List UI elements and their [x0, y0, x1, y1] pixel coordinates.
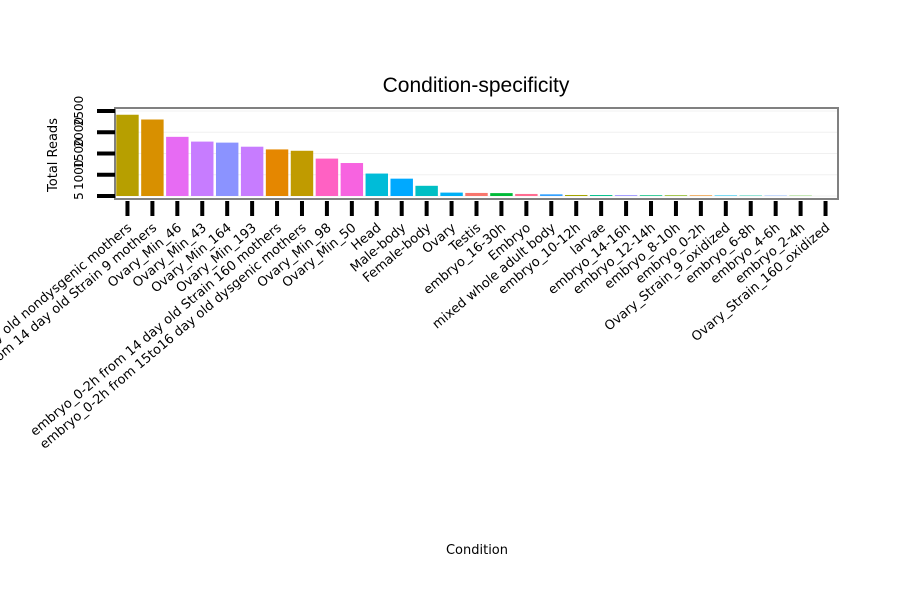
bar [390, 178, 413, 196]
bar [440, 192, 463, 196]
x-axis-label: Condition [446, 543, 508, 558]
bar [714, 195, 738, 196]
bar [515, 193, 538, 196]
bar [340, 163, 364, 196]
bar [265, 149, 289, 196]
bar [215, 142, 239, 196]
bar [689, 195, 713, 196]
bar [589, 195, 613, 196]
bar [365, 173, 388, 196]
chart-title: Condition-specificity [383, 74, 570, 97]
bar [565, 194, 588, 196]
bar [639, 195, 663, 196]
bar [141, 119, 164, 196]
bar [540, 194, 563, 196]
bar [664, 195, 688, 196]
y-tick-label: 1500 [72, 138, 86, 169]
y-tick-label: 1000 [72, 159, 86, 190]
y-tick-label: 2000 [72, 117, 86, 148]
y-tick-label: 2500 [72, 96, 86, 127]
bar [465, 192, 488, 196]
bar [240, 146, 264, 196]
bar [290, 150, 314, 196]
y-axis-label: Total Reads [46, 118, 61, 193]
bar [614, 195, 638, 196]
bar [116, 114, 139, 196]
bar [191, 141, 214, 196]
plot-area: 51000150020002500embryo_0-2h from 15to16… [0, 96, 839, 468]
bar [415, 185, 438, 196]
bar [490, 193, 513, 196]
y-tick-label: 5 [72, 192, 86, 200]
bar [166, 136, 189, 196]
bar [315, 158, 339, 196]
